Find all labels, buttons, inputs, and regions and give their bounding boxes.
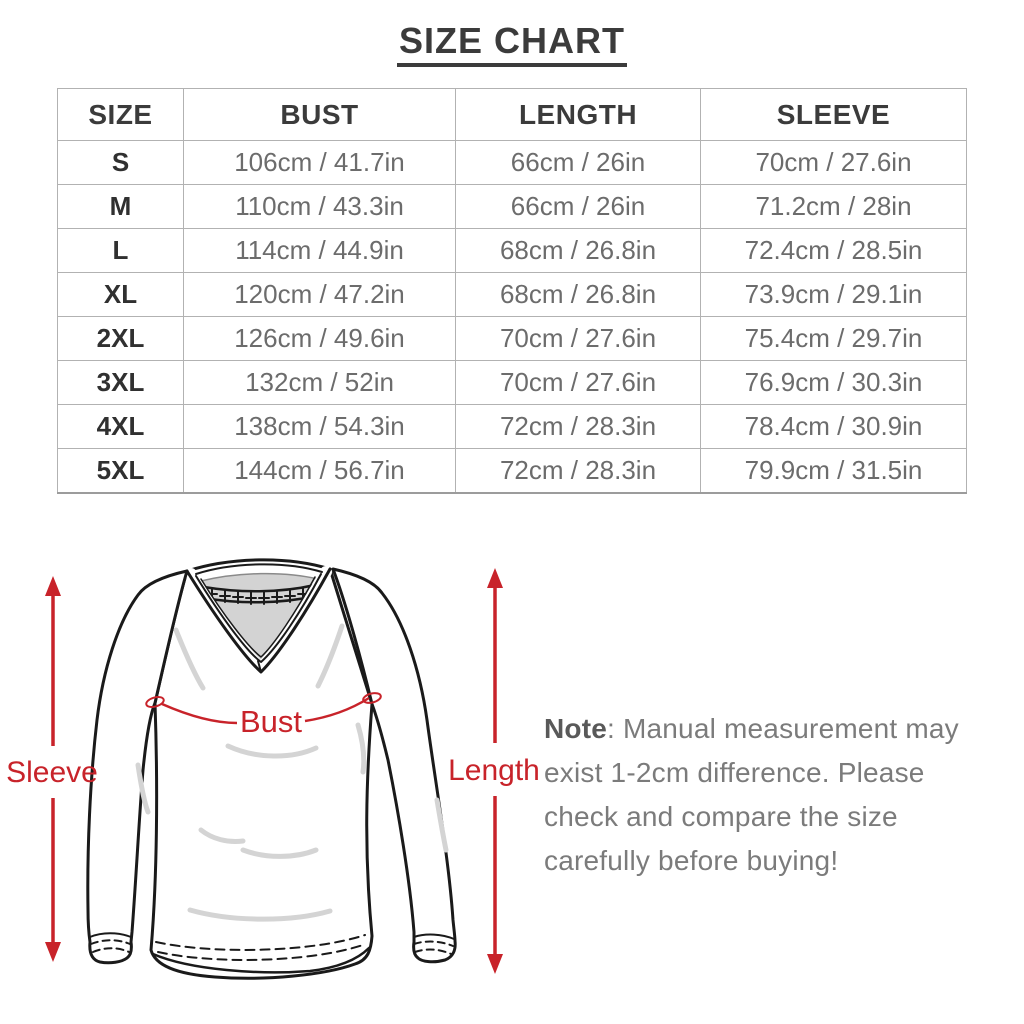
- sleeve-label: Sleeve: [6, 756, 98, 789]
- bust-cell: 144cm / 56.7in: [183, 448, 456, 493]
- length-cell: 72cm / 28.3in: [455, 404, 701, 449]
- sleeve-cell: 76.9cm / 30.3in: [700, 360, 967, 405]
- table-row: L 114cm / 44.9in 68cm / 26.8in 72.4cm / …: [57, 228, 967, 273]
- size-cell: L: [57, 228, 184, 273]
- bust-label: Bust: [240, 704, 302, 739]
- table-row: 3XL 132cm / 52in 70cm / 27.6in 76.9cm / …: [57, 360, 967, 405]
- bust-cell: 126cm / 49.6in: [183, 316, 456, 361]
- measure-lines: [51, 586, 497, 956]
- right-cuff-line: [413, 933, 455, 940]
- neck-v-seam: [257, 660, 262, 673]
- table-row: 4XL 138cm / 54.3in 72cm / 28.3in 78.4cm …: [57, 404, 967, 449]
- col-header-bust: BUST: [183, 88, 456, 141]
- size-cell: 5XL: [57, 448, 184, 493]
- neckband-mid-edge: [200, 576, 316, 658]
- neckband-fill: [185, 566, 332, 674]
- bust-cell: 120cm / 47.2in: [183, 272, 456, 317]
- sleeve-cell: 72.4cm / 28.5in: [700, 228, 967, 273]
- size-cell: 3XL: [57, 360, 184, 405]
- left-cuff-stitches: [90, 939, 131, 953]
- table-header-row: SIZE BUST LENGTH SLEEVE: [57, 88, 967, 141]
- bust-cell: 106cm / 41.7in: [183, 140, 456, 185]
- sleeve-cell: 75.4cm / 29.7in: [700, 316, 967, 361]
- length-cell: 66cm / 26in: [455, 184, 701, 229]
- sleeve-cell: 73.9cm / 29.1in: [700, 272, 967, 317]
- bust-arc-right-loop: [362, 692, 382, 704]
- length-cell: 66cm / 26in: [455, 140, 701, 185]
- collar-top-inner-line: [195, 563, 323, 575]
- size-cell: 2XL: [57, 316, 184, 361]
- left-cuff-line: [89, 932, 132, 938]
- right-sleeve: [331, 567, 457, 964]
- bust-cell: 138cm / 54.3in: [183, 404, 456, 449]
- length-cell: 70cm / 27.6in: [455, 316, 701, 361]
- length-cell: 72cm / 28.3in: [455, 448, 701, 493]
- col-header-length: LENGTH: [455, 88, 701, 141]
- table-row: 2XL 126cm / 49.6in 70cm / 27.6in 75.4cm …: [57, 316, 967, 361]
- shirt-illustration: [86, 558, 457, 980]
- neck-tape-stitches: [206, 587, 309, 605]
- neckband-inner-edge: [195, 573, 322, 663]
- length-arrow-bottom-head: [487, 954, 503, 974]
- table-row: S 106cm / 41.7in 66cm / 26in 70cm / 27.6…: [57, 140, 967, 185]
- table-row: M 110cm / 43.3in 66cm / 26in 71.2cm / 28…: [57, 184, 967, 229]
- table-row: XL 120cm / 47.2in 68cm / 26.8in 73.9cm /…: [57, 272, 967, 317]
- measurement-diagram: Sleeve Length Bust: [0, 550, 550, 1020]
- bust-cell: 114cm / 44.9in: [183, 228, 456, 273]
- bust-cell: 110cm / 43.3in: [183, 184, 456, 229]
- title-wrap: SIZE CHART: [0, 22, 1024, 67]
- table-row: 5XL 144cm / 56.7in 72cm / 28.3in 79.9cm …: [57, 448, 967, 493]
- sleeve-cell: 70cm / 27.6in: [700, 140, 967, 185]
- measure-labels: Sleeve Length Bust: [6, 568, 540, 974]
- sleeve-cell: 71.2cm / 28in: [700, 184, 967, 229]
- hem-stitches: [155, 934, 366, 961]
- bust-arc-left-loop: [145, 696, 165, 708]
- sleeve-cell: 78.4cm / 30.9in: [700, 404, 967, 449]
- sleeve-cell: 79.9cm / 31.5in: [700, 448, 967, 493]
- note-body: : Manual measurement may exist 1-2cm dif…: [544, 713, 959, 876]
- wrinkle-strokes: [135, 623, 449, 922]
- length-cell: 70cm / 27.6in: [455, 360, 701, 405]
- col-header-sleeve: SLEEVE: [700, 88, 967, 141]
- length-label: Length: [448, 754, 540, 787]
- size-cell: XL: [57, 272, 184, 317]
- note-label: Note: [544, 713, 608, 744]
- sleeve-arrow-bottom-head: [45, 942, 61, 962]
- shirt-body-outline: [149, 558, 374, 980]
- sleeve-arrow-top-head: [45, 576, 61, 596]
- length-arrow-top-head: [487, 568, 503, 588]
- note-text: Note: Manual measurement may exist 1-2cm…: [544, 707, 976, 883]
- page-title: SIZE CHART: [397, 22, 627, 67]
- right-cuff-stitches: [413, 940, 454, 955]
- size-table: SIZE BUST LENGTH SLEEVE S 106cm / 41.7in…: [57, 88, 967, 494]
- size-cell: 4XL: [57, 404, 184, 449]
- length-cell: 68cm / 26.8in: [455, 228, 701, 273]
- bust-cell: 132cm / 52in: [183, 360, 456, 405]
- length-cell: 68cm / 26.8in: [455, 272, 701, 317]
- size-cell: M: [57, 184, 184, 229]
- col-header-size: SIZE: [57, 88, 184, 141]
- hem-fold-line: [151, 946, 371, 974]
- size-cell: S: [57, 140, 184, 185]
